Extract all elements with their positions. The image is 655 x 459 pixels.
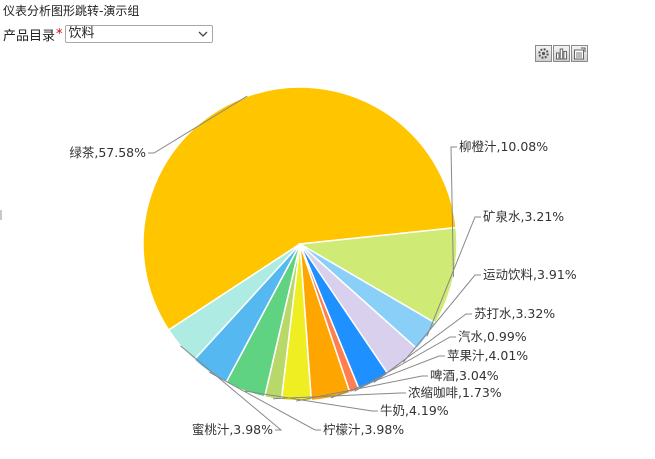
slice-label-3: 矿泉水,3.21%	[483, 209, 564, 224]
leader-line-4	[402, 274, 481, 363]
pie-slice-12[interactable]	[167, 243, 301, 361]
export-button[interactable]	[571, 45, 588, 62]
leader-line-1	[148, 95, 248, 154]
filter-label: 产品目录	[3, 28, 56, 44]
gear-icon	[538, 48, 549, 59]
bar-chart-icon	[556, 48, 567, 60]
leader-line-3	[426, 216, 481, 337]
slice-label-6: 汽水,0.99%	[458, 329, 527, 344]
leader-line-2	[450, 146, 457, 278]
chevron-down-icon	[198, 31, 207, 37]
leader-line-8	[296, 375, 428, 402]
settings-button[interactable]	[535, 45, 552, 62]
leader-line-9	[272, 392, 406, 400]
slice-label-5: 苏打水,3.32%	[474, 306, 555, 321]
slice-label-10: 牛奶,4.19%	[380, 403, 449, 418]
slice-label-4: 运动饮料,3.91%	[483, 267, 577, 282]
leader-line-6	[354, 336, 456, 392]
leader-line-10	[244, 390, 378, 412]
slice-label-1: 绿茶,57.58%	[69, 145, 146, 160]
slice-label-12: 蜜桃汁,3.98%	[192, 422, 273, 437]
product-catalog-filter: 产品目录 * 饮料	[3, 24, 213, 44]
panel-edge-marker	[0, 210, 2, 220]
leader-line-12	[180, 345, 283, 431]
chart-toolbar	[535, 45, 588, 63]
slice-label-2: 柳橙汁,10.08%	[459, 139, 548, 154]
required-mark: *	[56, 26, 63, 42]
slice-label-7: 苹果汁,4.01%	[447, 348, 528, 363]
leader-line-5	[373, 313, 472, 383]
slice-label-8: 啤酒,3.04%	[430, 368, 499, 383]
export-icon	[574, 47, 586, 60]
page-title: 仪表分析图形跳转-演示组	[3, 4, 140, 18]
select-value: 饮料	[68, 26, 95, 41]
leader-line-7	[330, 355, 445, 399]
slice-label-9: 浓缩咖啡,1.73%	[408, 385, 502, 400]
leader-line-11	[209, 371, 321, 431]
slice-label-11: 柠檬汁,3.98%	[323, 422, 404, 437]
chart-type-button[interactable]	[553, 45, 570, 62]
product-catalog-select[interactable]: 饮料	[64, 25, 213, 43]
